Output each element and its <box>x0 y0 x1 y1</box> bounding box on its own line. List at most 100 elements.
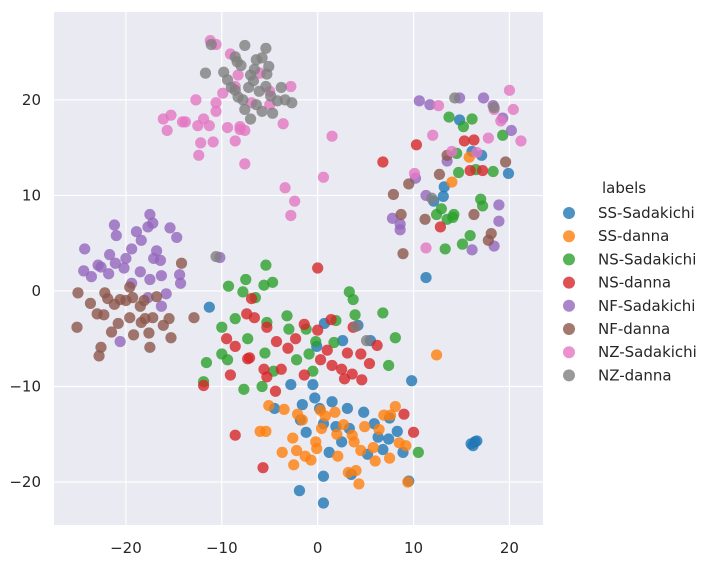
data-point <box>487 165 499 178</box>
data-point <box>307 378 319 391</box>
data-point <box>331 428 343 440</box>
data-point <box>317 171 330 183</box>
data-point <box>290 354 303 366</box>
data-point <box>466 244 478 256</box>
data-point <box>407 426 420 438</box>
data-point <box>293 485 306 497</box>
data-point <box>383 359 395 372</box>
data-point <box>305 454 317 466</box>
data-point <box>465 438 477 450</box>
data-point <box>353 478 365 490</box>
data-point <box>148 252 160 265</box>
data-point <box>337 335 349 347</box>
data-point <box>507 103 519 116</box>
data-point <box>281 310 293 322</box>
data-point <box>192 120 204 132</box>
data-point <box>391 425 403 437</box>
data-point <box>468 208 480 221</box>
data-point <box>231 56 243 68</box>
data-point <box>248 312 260 324</box>
data-point <box>402 476 414 488</box>
data-point <box>114 335 126 348</box>
data-point <box>307 365 319 377</box>
data-point <box>135 234 147 246</box>
series-NZ-danna <box>199 38 500 347</box>
data-point <box>267 107 279 119</box>
data-point <box>300 426 312 438</box>
legend-marker <box>563 253 575 266</box>
data-point <box>493 199 505 211</box>
data-point <box>138 294 150 307</box>
data-point <box>225 81 237 94</box>
legend-label: SS-Sadakichi <box>598 204 695 222</box>
data-point <box>203 301 215 313</box>
data-point <box>174 277 187 289</box>
data-point <box>290 444 303 457</box>
data-point <box>127 292 139 304</box>
data-point <box>482 234 494 246</box>
data-point <box>112 317 124 330</box>
data-point <box>256 105 268 117</box>
data-point <box>289 195 301 207</box>
data-point <box>282 342 294 354</box>
data-point <box>279 182 291 194</box>
data-point <box>271 95 284 107</box>
data-point <box>341 347 353 359</box>
legend-marker <box>563 207 575 219</box>
data-point <box>130 226 143 238</box>
data-point <box>150 291 163 303</box>
axis-ticks: −20 −10 0 10 20 −20 −10 0 10 20 <box>9 91 519 557</box>
data-point <box>190 94 202 106</box>
data-point <box>229 313 241 325</box>
legend-marker <box>563 299 575 312</box>
data-point <box>389 400 401 413</box>
data-point <box>263 399 275 412</box>
data-point <box>502 167 515 180</box>
data-point <box>500 156 512 168</box>
data-point <box>120 252 132 265</box>
x-tick-label: 10 <box>404 539 423 557</box>
data-point <box>221 354 234 366</box>
data-point <box>234 123 246 136</box>
data-point <box>395 208 407 221</box>
data-point <box>84 297 97 309</box>
data-point <box>79 243 91 255</box>
data-point <box>312 324 324 336</box>
data-point <box>72 287 84 299</box>
data-point <box>476 164 489 177</box>
data-point <box>317 497 330 509</box>
data-point <box>326 359 338 372</box>
data-point <box>377 307 389 319</box>
series-NF-danna <box>71 149 512 362</box>
data-point <box>367 442 379 454</box>
data-point <box>314 354 327 366</box>
data-point <box>210 97 222 109</box>
data-point <box>260 259 272 271</box>
data-point <box>488 101 500 114</box>
data-point <box>247 75 260 87</box>
data-point <box>373 423 385 436</box>
data-point <box>245 292 258 305</box>
legend-label: NZ-danna <box>598 366 672 384</box>
data-point <box>326 396 338 408</box>
legend-marker <box>563 230 575 243</box>
data-point <box>505 124 517 137</box>
data-point <box>253 85 265 97</box>
data-point <box>398 408 410 420</box>
data-point <box>482 132 494 144</box>
data-point <box>323 446 335 458</box>
data-point <box>296 399 308 411</box>
data-point <box>493 215 505 227</box>
data-point <box>406 375 418 387</box>
data-point <box>174 269 186 281</box>
data-point <box>127 329 140 341</box>
data-point <box>278 403 290 416</box>
data-point <box>124 281 136 293</box>
data-point <box>108 219 121 231</box>
data-point <box>258 279 270 291</box>
data-point <box>239 103 251 116</box>
data-point <box>427 129 439 141</box>
data-point <box>144 208 156 221</box>
data-point <box>386 212 399 224</box>
